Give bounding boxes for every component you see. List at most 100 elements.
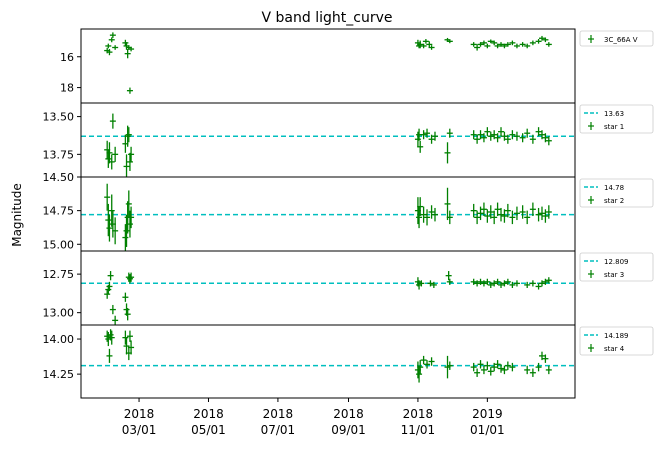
data-point: [428, 45, 435, 50]
data-point: [122, 224, 129, 251]
legend-reference-label: 14.78: [604, 184, 624, 192]
data-point: [112, 146, 119, 162]
data-point: [538, 206, 545, 221]
data-point: [477, 206, 484, 221]
data-point: [124, 308, 131, 321]
data-point: [513, 43, 520, 49]
data-point: [538, 351, 545, 361]
data-point: [109, 32, 116, 38]
data-point: [424, 360, 431, 369]
data-point: [107, 329, 114, 341]
data-point: [416, 365, 423, 383]
data-point: [106, 142, 113, 164]
data-point: [470, 42, 477, 47]
data-point: [509, 281, 516, 288]
x-tick-label-date: 09/01: [331, 423, 366, 437]
legend-series-label: star 4: [604, 345, 625, 353]
data-point: [491, 210, 498, 225]
data-point: [123, 154, 130, 177]
data-point: [420, 130, 427, 140]
data-point: [501, 365, 508, 375]
data-point: [431, 207, 438, 222]
data-point: [542, 133, 549, 143]
data-point: [480, 40, 487, 46]
data-point: [487, 281, 494, 288]
panel-3: 12.75 13.00 12.809 star 3: [43, 250, 654, 326]
data-point: [509, 40, 516, 46]
data-point: [126, 210, 133, 238]
data-point: [480, 133, 487, 143]
panel-1: 13.50 13.75 13.63 star 1: [43, 102, 654, 178]
data-point: [529, 134, 536, 144]
data-point: [106, 214, 113, 242]
data-point: [112, 315, 119, 325]
data-point: [529, 40, 536, 46]
data-point: [474, 368, 481, 377]
y-tick-label: 14.75: [43, 205, 75, 218]
data-point: [494, 202, 501, 217]
data-point: [477, 360, 484, 369]
data-point: [509, 210, 516, 225]
legend-box: [579, 30, 654, 47]
y-tick-label: 13.00: [43, 307, 75, 320]
data-point: [128, 46, 135, 52]
data-point: [487, 367, 494, 376]
data-point: [513, 280, 520, 287]
data-point: [480, 202, 487, 217]
data-point: [126, 152, 133, 171]
data-point: [474, 280, 481, 287]
data-point: [128, 272, 135, 282]
data-point: [484, 209, 491, 223]
data-point: [470, 278, 477, 285]
x-tick-label-year: 2018: [263, 407, 294, 421]
data-point: [538, 280, 545, 287]
legend-box: [579, 104, 654, 134]
data-point: [535, 207, 542, 222]
data-point: [124, 125, 131, 147]
data-point: [424, 209, 431, 226]
x-tick-label-date: 11/01: [401, 423, 436, 437]
data-point: [122, 292, 129, 302]
panel-2: 14.50 14.75 15.00 14.78 star 2: [43, 171, 654, 252]
data-point: [430, 281, 437, 288]
data-point: [106, 348, 113, 363]
y-axis-label: Magnitude: [10, 183, 24, 247]
data-point: [128, 146, 135, 162]
legend-series-label: 3C_66A V: [604, 36, 638, 44]
y-tick-label: 18: [60, 82, 74, 95]
legend-reference-label: 13.63: [604, 110, 624, 118]
data-point: [428, 134, 435, 144]
data-point: [417, 140, 424, 153]
legend-series-label: star 1: [604, 123, 624, 131]
y-tick-label: 15.00: [43, 238, 75, 251]
data-point: [477, 130, 484, 140]
data-point: [107, 271, 114, 281]
data-point: [538, 130, 545, 140]
data-point: [504, 42, 511, 47]
data-point: [418, 280, 425, 287]
data-point: [122, 330, 129, 345]
data-point: [470, 362, 477, 372]
legend: 14.189 star 4: [579, 326, 654, 356]
legend: 12.809 star 3: [579, 252, 654, 282]
legend-reference-label: 14.189: [604, 332, 629, 340]
data-point: [498, 42, 505, 47]
data-point: [416, 206, 423, 229]
data-point: [444, 187, 451, 221]
legend: 3C_66A V: [579, 30, 654, 47]
y-tick-label: 13.50: [43, 111, 75, 124]
data-point: [477, 278, 484, 285]
data-point: [484, 43, 491, 49]
data-point: [124, 49, 131, 59]
data-point: [509, 130, 516, 140]
data-point: [417, 197, 424, 217]
data-point: [535, 283, 542, 290]
data-point: [484, 361, 491, 370]
data-point: [491, 280, 498, 287]
data-point: [420, 206, 427, 223]
data-point: [128, 206, 135, 229]
panel-frame: [80, 324, 576, 399]
data-point: [125, 127, 132, 143]
data-point: [105, 203, 112, 237]
